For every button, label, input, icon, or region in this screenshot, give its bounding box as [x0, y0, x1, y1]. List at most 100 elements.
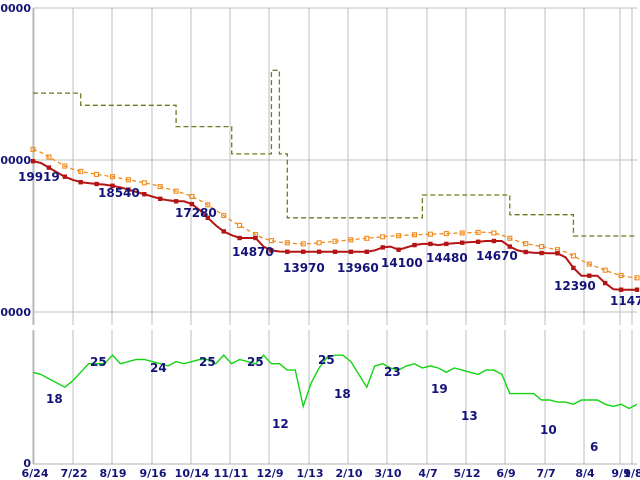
price-marker [475, 239, 481, 244]
price-marker [380, 245, 385, 250]
upper-band-marker [284, 240, 290, 246]
y-label-30000: 30000 [0, 2, 31, 15]
upper-band-marker [62, 163, 68, 169]
upper-band-marker [78, 168, 84, 174]
price-marker [158, 196, 163, 201]
price-marker [205, 215, 210, 220]
indicator-value-label: 18 [46, 392, 63, 406]
indicator-value-label: 12 [272, 417, 289, 431]
upper-band-marker [459, 230, 465, 236]
indicator-value-label: 25 [90, 355, 107, 369]
upper-band-marker [221, 212, 227, 219]
x-axis-labels: 6/24 7/22 8/19 9/16 10/14 11/11 12/9 1/13 2/10 3/… [22, 467, 640, 480]
price-value-label: 17280 [175, 206, 217, 220]
upper-band-marker [618, 272, 624, 279]
x-label-11-11: 11/11 [214, 467, 249, 480]
price-value-label: 14870 [232, 245, 274, 259]
indicator-value-label: 24 [150, 361, 167, 375]
upper-band-marker [570, 253, 576, 259]
x-label-9-1: 9/1 [611, 467, 630, 480]
price-marker [396, 247, 401, 252]
upper-band-marker [237, 222, 243, 228]
x-label-7-7: 7/7 [536, 467, 555, 480]
price-value-label: 18540 [98, 186, 140, 200]
upper-band-line [32, 148, 638, 279]
price-marker [30, 159, 36, 164]
upper-band-marker [539, 244, 545, 250]
x-label-3-10: 3/10 [375, 467, 402, 480]
upper-band-marker [189, 193, 195, 200]
upper-band-marker [634, 275, 640, 281]
upper-band-marker [491, 230, 497, 236]
indicator-value-label: 10 [540, 423, 557, 437]
price-marker [62, 174, 67, 179]
price-value-label: 14480 [426, 251, 468, 265]
indicator-value-label: 25 [318, 353, 335, 367]
price-marker [412, 242, 417, 248]
upper-band-marker [332, 238, 338, 244]
upper-band-marker [46, 154, 52, 160]
upper-band-marker [443, 231, 449, 237]
x-label-4-7: 4/7 [418, 467, 437, 480]
upper-band-marker [523, 241, 529, 247]
x-label-12-9: 12/9 [257, 467, 284, 480]
price-marker [253, 235, 258, 241]
x-label-7-22: 7/22 [61, 467, 88, 480]
price-marker [189, 201, 195, 207]
upper-band-marker [141, 180, 147, 186]
x-label-6-9: 6/9 [496, 467, 515, 480]
price-marker [332, 249, 338, 254]
price-value-label: 13960 [337, 261, 379, 275]
x-label-5-12: 5/12 [454, 467, 481, 480]
upper-band-marker [475, 229, 481, 235]
y-label-zero: 0 [23, 457, 31, 470]
indicator-line [32, 354, 638, 410]
price-data-labels: 19919 18540 17280 14870 13970 13960 14100 14480… [18, 170, 640, 308]
price-marker [301, 249, 306, 254]
indicator-value-label: 19 [431, 382, 448, 396]
price-marker [142, 192, 147, 197]
price-marker [587, 273, 592, 278]
indicator-value-label: 13 [461, 409, 478, 423]
price-marker [507, 244, 512, 249]
price-marker [460, 240, 465, 245]
indicator-data-labels: 18 25 24 25 25 12 25 18 23 19 13 10 6 [46, 353, 598, 454]
upper-band-marker [205, 202, 211, 208]
price-marker [269, 248, 274, 253]
series-lines [30, 69, 640, 410]
gridlines [33, 7, 637, 464]
price-marker [444, 241, 449, 247]
upper-band-marker [411, 232, 418, 238]
upper-band-marker [316, 240, 322, 246]
indicator-value-label: 23 [384, 365, 401, 379]
price-value-label: 11470 [610, 294, 640, 308]
price-marker [539, 250, 544, 256]
price-marker [173, 199, 179, 204]
upper-band-marker [300, 241, 306, 247]
price-value-label: 19919 [18, 170, 60, 184]
price-marker [634, 287, 640, 292]
price-value-label: 12390 [554, 279, 596, 293]
upper-band-marker [602, 267, 608, 273]
upper-band-marker [507, 235, 513, 241]
upper-band-marker [427, 231, 433, 237]
price-marker [571, 265, 576, 271]
y-label-20000: 20000 [0, 154, 31, 167]
price-marker [555, 251, 560, 256]
price-marker [428, 241, 433, 247]
step-band-line [33, 69, 637, 237]
upper-band-marker [30, 146, 36, 152]
x-label-10-14: 10/14 [175, 467, 210, 480]
indicator-value-label: 6 [590, 440, 598, 454]
upper-band-marker [109, 174, 116, 180]
price-marker [316, 249, 322, 254]
price-marker [110, 183, 115, 188]
price-marker [491, 238, 497, 244]
upper-band-marker [94, 171, 100, 177]
indicator-value-label: 18 [334, 387, 351, 401]
price-marker [285, 249, 290, 254]
upper-band-marker [157, 184, 163, 190]
price-marker [221, 229, 226, 234]
